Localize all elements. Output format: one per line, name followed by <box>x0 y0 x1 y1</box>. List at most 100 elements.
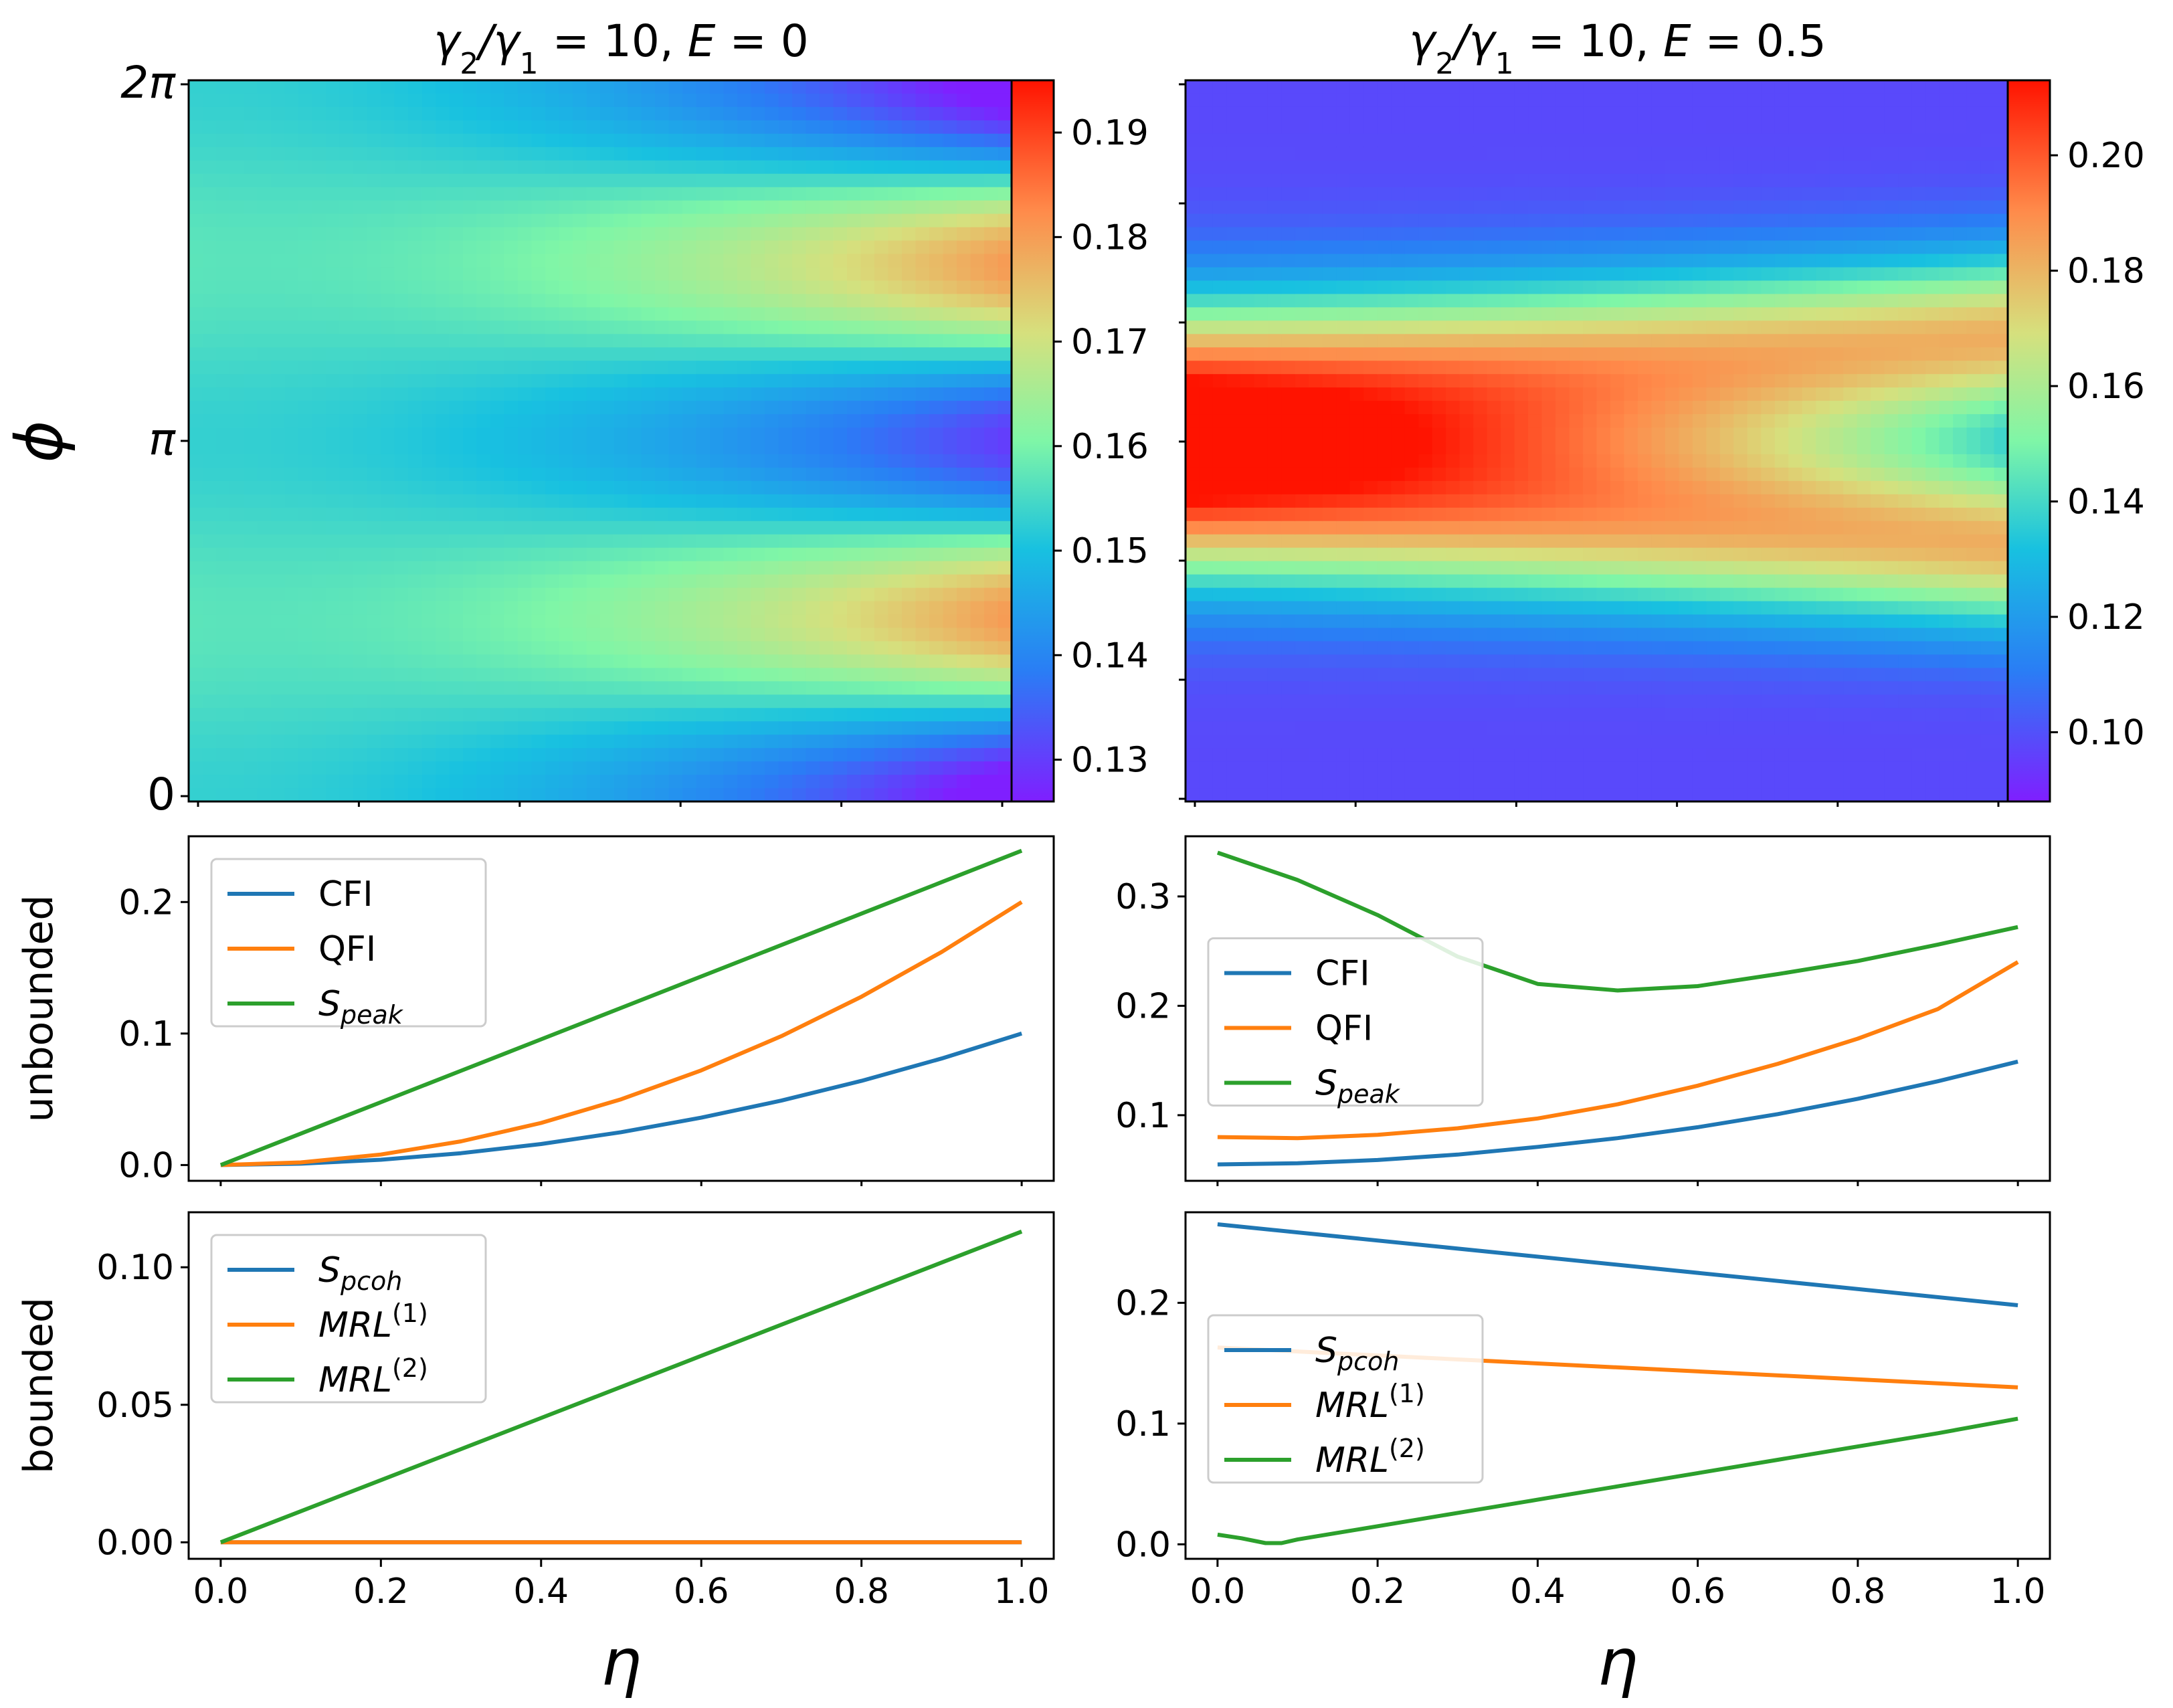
heatmap-cell <box>682 748 697 762</box>
heatmap-cell <box>1404 347 1420 362</box>
heatmap-cell <box>820 173 834 188</box>
heatmap-cell <box>998 561 1012 575</box>
heatmap-cell <box>970 735 985 749</box>
heatmap-cell <box>820 748 834 762</box>
heatmap-cell <box>806 187 820 201</box>
heatmap-cell <box>1281 428 1296 442</box>
heatmap-cell <box>449 628 464 642</box>
heatmap-cell <box>1514 441 1529 455</box>
heatmap-cell <box>1555 267 1570 282</box>
heatmap-cell <box>298 401 313 415</box>
heatmap-cell <box>531 294 546 308</box>
heatmap-cell <box>628 80 642 94</box>
heatmap-cell <box>573 574 587 589</box>
heatmap-cell <box>1336 748 1351 762</box>
heatmap-cell <box>792 387 807 401</box>
heatmap-cell <box>490 133 505 148</box>
heatmap-cell <box>1432 240 1446 255</box>
heatmap-cell <box>628 788 642 802</box>
heatmap-cell <box>216 307 231 322</box>
heatmap-cell <box>1596 401 1611 415</box>
heatmap-cell <box>1432 173 1446 188</box>
heatmap-cell <box>1322 668 1337 682</box>
heatmap-cell <box>1267 441 1283 455</box>
heatmap-cell <box>613 694 628 709</box>
heatmap-cell <box>312 200 326 215</box>
heatmap-cell <box>271 374 286 388</box>
heatmap-cell <box>710 775 725 789</box>
heatmap-cell <box>1254 120 1268 134</box>
heatmap-cell <box>518 601 533 615</box>
heatmap-cell <box>860 280 875 295</box>
heatmap-cell <box>1501 454 1515 468</box>
heatmap-cell <box>1596 534 1611 549</box>
heatmap-cell <box>1528 160 1543 175</box>
heatmap-cell <box>586 761 601 775</box>
heatmap-cell <box>1322 267 1337 282</box>
heatmap-cell <box>421 187 436 201</box>
heatmap-cell <box>436 254 450 268</box>
heatmap-cell <box>984 694 999 709</box>
heatmap-cell <box>312 280 326 295</box>
heatmap-cell <box>326 307 341 322</box>
heatmap-cell <box>765 361 779 375</box>
heatmap-cell <box>586 520 601 535</box>
heatmap-cell <box>244 213 258 228</box>
heatmap-cell <box>833 200 848 215</box>
heatmap-cell <box>1583 93 1598 108</box>
heatmap-cell <box>792 601 807 615</box>
heatmap-cell <box>1404 267 1420 282</box>
heatmap-cell <box>1404 520 1420 535</box>
heatmap-cell <box>1254 414 1268 428</box>
heatmap-cell <box>408 574 423 589</box>
heatmap-cell <box>284 467 299 482</box>
heatmap-cell <box>1254 374 1268 388</box>
heatmap-cell <box>668 534 683 549</box>
heatmap-cell <box>381 334 395 349</box>
heatmap-cell <box>902 681 917 696</box>
heatmap-cell <box>559 294 573 308</box>
heatmap-cell <box>326 775 341 789</box>
heatmap-cell <box>1473 133 1488 148</box>
heatmap-cell <box>1186 428 1200 442</box>
heatmap-cell <box>655 254 670 268</box>
heatmap-cell <box>1212 561 1228 575</box>
heatmap-cell <box>1391 120 1406 134</box>
heatmap-cell <box>970 601 985 615</box>
heatmap-cell <box>984 147 999 161</box>
heatmap-cell <box>943 120 957 134</box>
heatmap-cell <box>1349 294 1365 308</box>
heatmap-cell <box>668 480 683 495</box>
heatmap-cell <box>1336 120 1351 134</box>
heatmap-cell <box>1254 601 1268 615</box>
heatmap-cell <box>778 307 793 322</box>
heatmap-cell <box>1418 187 1433 201</box>
heatmap-cell <box>1404 480 1420 495</box>
heatmap-cell <box>765 668 779 682</box>
heatmap-cell <box>1446 254 1460 268</box>
heatmap-cell <box>984 628 999 642</box>
heatmap-cell <box>957 227 971 242</box>
heatmap-cell <box>1186 267 1200 282</box>
heatmap-cell <box>1487 428 1501 442</box>
heatmap-cell <box>1281 213 1296 228</box>
heatmap-cell <box>1226 614 1241 629</box>
heatmap-cell <box>1377 133 1392 148</box>
heatmap-cell <box>545 254 560 268</box>
heatmap-cell <box>284 280 299 295</box>
heatmap-cell <box>929 227 944 242</box>
heatmap-cell <box>641 334 656 349</box>
heatmap-cell <box>1186 160 1200 175</box>
heatmap-cell <box>1459 547 1474 562</box>
heatmap-cell <box>874 494 889 508</box>
heatmap-cell <box>970 133 985 148</box>
heatmap-cell <box>1349 587 1365 602</box>
heatmap-cell <box>641 587 656 602</box>
heatmap-cell <box>1501 200 1515 215</box>
heatmap-cell <box>1267 748 1283 762</box>
heatmap-cell <box>408 227 423 242</box>
heatmap-cell <box>1555 307 1570 322</box>
heatmap-cell <box>1377 147 1392 161</box>
heatmap-cell <box>545 587 560 602</box>
heatmap-cell <box>1541 334 1556 349</box>
